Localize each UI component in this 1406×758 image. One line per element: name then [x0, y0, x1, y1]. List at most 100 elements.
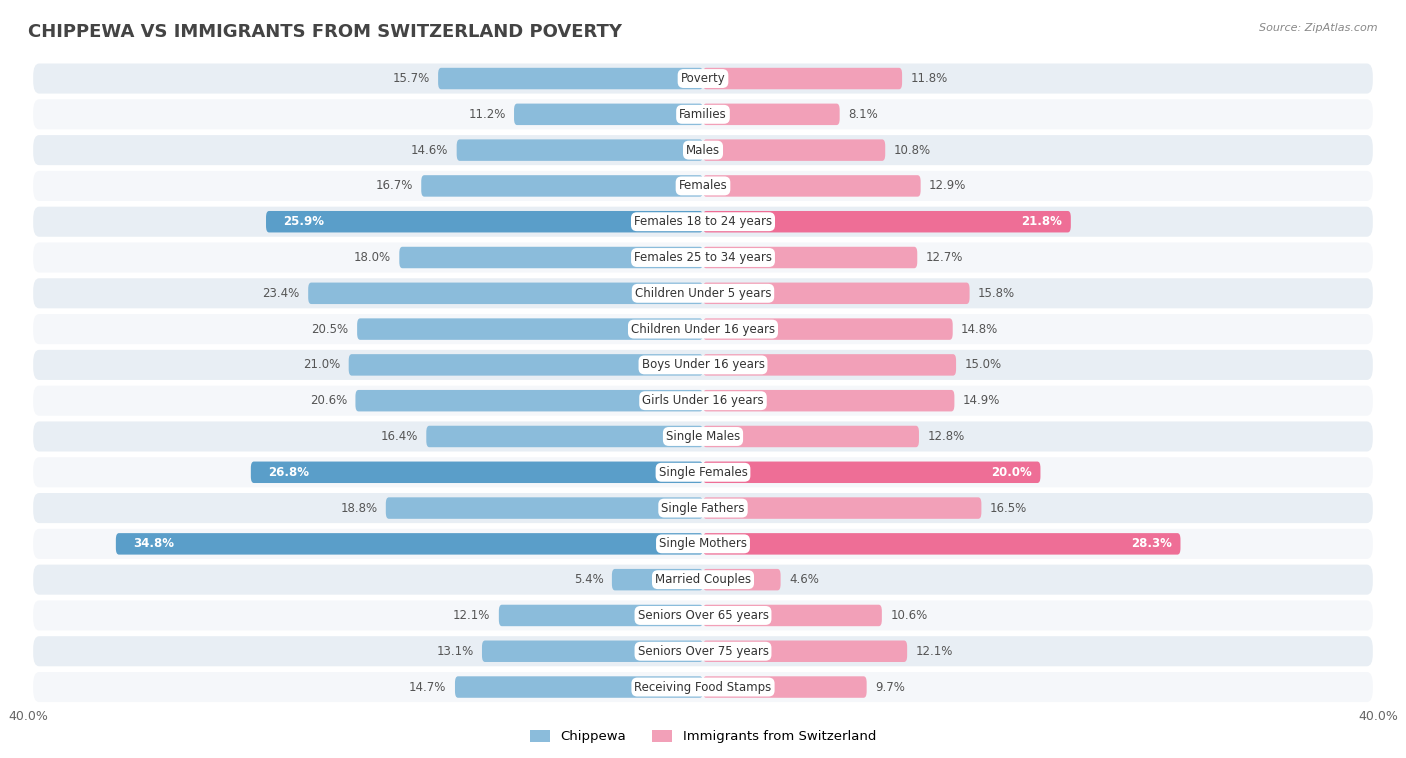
Text: Source: ZipAtlas.com: Source: ZipAtlas.com [1260, 23, 1378, 33]
Text: 20.5%: 20.5% [312, 323, 349, 336]
FancyBboxPatch shape [703, 283, 970, 304]
Text: 13.1%: 13.1% [436, 645, 474, 658]
FancyBboxPatch shape [703, 462, 1040, 483]
FancyBboxPatch shape [34, 171, 1372, 201]
Text: 15.0%: 15.0% [965, 359, 1001, 371]
FancyBboxPatch shape [34, 314, 1372, 344]
FancyBboxPatch shape [308, 283, 703, 304]
FancyBboxPatch shape [426, 426, 703, 447]
FancyBboxPatch shape [34, 529, 1372, 559]
Text: 12.8%: 12.8% [928, 430, 965, 443]
Text: Single Fathers: Single Fathers [661, 502, 745, 515]
Text: 4.6%: 4.6% [789, 573, 818, 586]
FancyBboxPatch shape [703, 676, 866, 698]
FancyBboxPatch shape [34, 350, 1372, 380]
Text: 20.0%: 20.0% [991, 465, 1032, 479]
Text: 18.0%: 18.0% [354, 251, 391, 264]
FancyBboxPatch shape [703, 354, 956, 376]
Text: 9.7%: 9.7% [875, 681, 905, 694]
FancyBboxPatch shape [703, 569, 780, 590]
FancyBboxPatch shape [703, 175, 921, 196]
FancyBboxPatch shape [457, 139, 703, 161]
FancyBboxPatch shape [34, 386, 1372, 415]
Text: Males: Males [686, 143, 720, 157]
Text: 5.4%: 5.4% [574, 573, 603, 586]
FancyBboxPatch shape [703, 211, 1071, 233]
FancyBboxPatch shape [349, 354, 703, 376]
FancyBboxPatch shape [34, 600, 1372, 631]
FancyBboxPatch shape [703, 104, 839, 125]
Text: 16.5%: 16.5% [990, 502, 1026, 515]
FancyBboxPatch shape [34, 672, 1372, 702]
Text: 11.2%: 11.2% [468, 108, 506, 121]
FancyBboxPatch shape [703, 641, 907, 662]
Text: CHIPPEWA VS IMMIGRANTS FROM SWITZERLAND POVERTY: CHIPPEWA VS IMMIGRANTS FROM SWITZERLAND … [28, 23, 621, 41]
FancyBboxPatch shape [34, 64, 1372, 93]
FancyBboxPatch shape [456, 676, 703, 698]
Text: Single Males: Single Males [666, 430, 740, 443]
FancyBboxPatch shape [612, 569, 703, 590]
Text: 21.8%: 21.8% [1022, 215, 1063, 228]
Text: Females 25 to 34 years: Females 25 to 34 years [634, 251, 772, 264]
Text: 25.9%: 25.9% [283, 215, 323, 228]
Text: 14.9%: 14.9% [963, 394, 1000, 407]
Text: Females 18 to 24 years: Females 18 to 24 years [634, 215, 772, 228]
Text: 28.3%: 28.3% [1132, 537, 1173, 550]
FancyBboxPatch shape [34, 636, 1372, 666]
FancyBboxPatch shape [266, 211, 703, 233]
FancyBboxPatch shape [115, 533, 703, 555]
Text: 26.8%: 26.8% [267, 465, 309, 479]
FancyBboxPatch shape [356, 390, 703, 412]
Text: Girls Under 16 years: Girls Under 16 years [643, 394, 763, 407]
Text: Receiving Food Stamps: Receiving Food Stamps [634, 681, 772, 694]
Text: 20.6%: 20.6% [309, 394, 347, 407]
Text: Poverty: Poverty [681, 72, 725, 85]
Text: 10.6%: 10.6% [890, 609, 928, 622]
FancyBboxPatch shape [34, 99, 1372, 130]
Text: 12.9%: 12.9% [929, 180, 966, 193]
FancyBboxPatch shape [482, 641, 703, 662]
Text: 16.7%: 16.7% [375, 180, 413, 193]
FancyBboxPatch shape [357, 318, 703, 340]
Text: Families: Families [679, 108, 727, 121]
FancyBboxPatch shape [34, 278, 1372, 309]
Text: 18.8%: 18.8% [340, 502, 377, 515]
Text: Single Females: Single Females [658, 465, 748, 479]
FancyBboxPatch shape [34, 207, 1372, 236]
FancyBboxPatch shape [703, 139, 886, 161]
Text: 15.7%: 15.7% [392, 72, 430, 85]
Text: 14.6%: 14.6% [411, 143, 449, 157]
FancyBboxPatch shape [499, 605, 703, 626]
Text: 23.4%: 23.4% [263, 287, 299, 300]
Text: 16.4%: 16.4% [381, 430, 418, 443]
Text: Children Under 5 years: Children Under 5 years [634, 287, 772, 300]
Text: Married Couples: Married Couples [655, 573, 751, 586]
FancyBboxPatch shape [703, 67, 903, 89]
Text: 15.8%: 15.8% [979, 287, 1015, 300]
FancyBboxPatch shape [34, 457, 1372, 487]
Text: 10.8%: 10.8% [894, 143, 931, 157]
FancyBboxPatch shape [439, 67, 703, 89]
FancyBboxPatch shape [34, 493, 1372, 523]
Text: 21.0%: 21.0% [304, 359, 340, 371]
FancyBboxPatch shape [703, 318, 953, 340]
Text: 34.8%: 34.8% [132, 537, 174, 550]
Text: 12.1%: 12.1% [453, 609, 491, 622]
FancyBboxPatch shape [703, 426, 920, 447]
Text: 11.8%: 11.8% [911, 72, 948, 85]
Legend: Chippewa, Immigrants from Switzerland: Chippewa, Immigrants from Switzerland [530, 730, 876, 744]
FancyBboxPatch shape [250, 462, 703, 483]
Text: 12.7%: 12.7% [925, 251, 963, 264]
Text: Children Under 16 years: Children Under 16 years [631, 323, 775, 336]
Text: 8.1%: 8.1% [848, 108, 877, 121]
FancyBboxPatch shape [34, 243, 1372, 273]
FancyBboxPatch shape [515, 104, 703, 125]
FancyBboxPatch shape [34, 135, 1372, 165]
FancyBboxPatch shape [34, 421, 1372, 452]
FancyBboxPatch shape [703, 533, 1181, 555]
FancyBboxPatch shape [703, 605, 882, 626]
Text: Seniors Over 65 years: Seniors Over 65 years [637, 609, 769, 622]
Text: 14.7%: 14.7% [409, 681, 447, 694]
Text: 12.1%: 12.1% [915, 645, 953, 658]
Text: Boys Under 16 years: Boys Under 16 years [641, 359, 765, 371]
